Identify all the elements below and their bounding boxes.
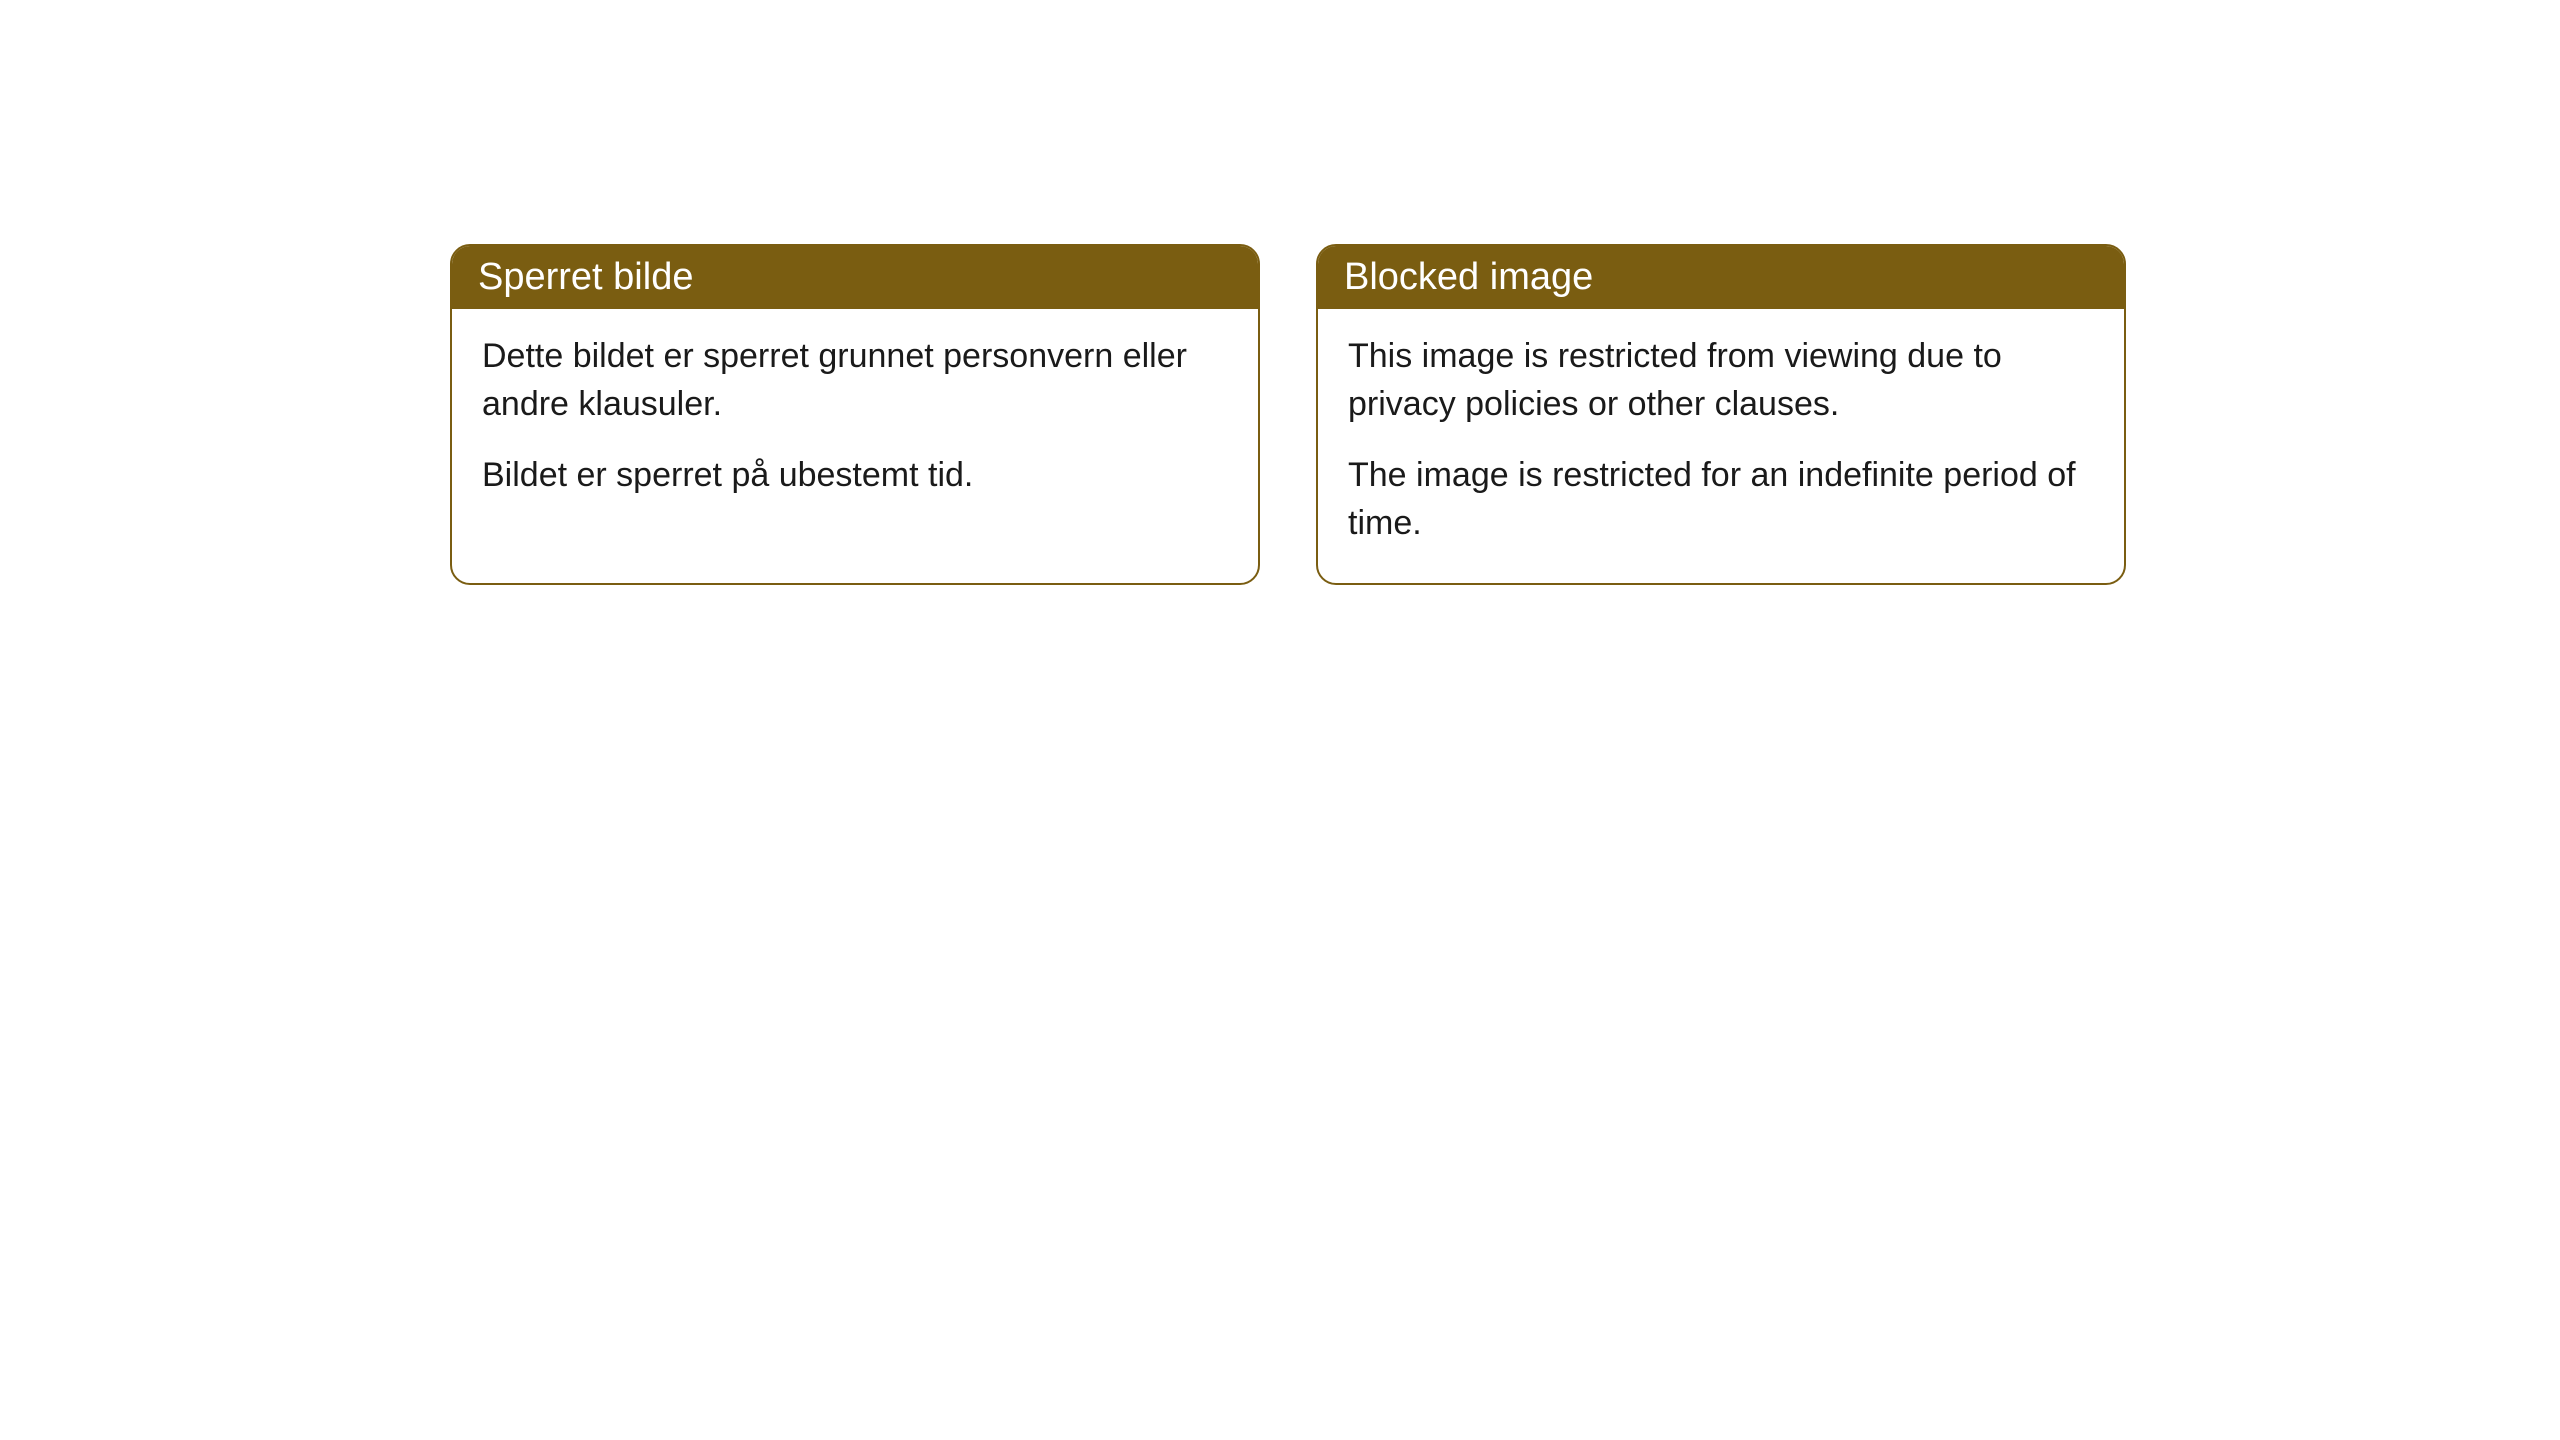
card-paragraph1-english: This image is restricted from viewing du… [1348,333,2094,428]
card-paragraph2-norwegian: Bildet er sperret på ubestemt tid. [482,452,1228,500]
card-english: Blocked image This image is restricted f… [1316,244,2126,585]
card-body-english: This image is restricted from viewing du… [1318,309,2124,583]
card-body-norwegian: Dette bildet er sperret grunnet personve… [452,309,1258,536]
card-title-norwegian: Sperret bilde [478,256,693,298]
card-paragraph2-english: The image is restricted for an indefinit… [1348,452,2094,547]
card-title-english: Blocked image [1344,256,1593,298]
card-header-norwegian: Sperret bilde [452,246,1258,309]
cards-container: Sperret bilde Dette bildet er sperret gr… [450,244,2560,585]
card-paragraph1-norwegian: Dette bildet er sperret grunnet personve… [482,333,1228,428]
card-norwegian: Sperret bilde Dette bildet er sperret gr… [450,244,1260,585]
card-header-english: Blocked image [1318,246,2124,309]
